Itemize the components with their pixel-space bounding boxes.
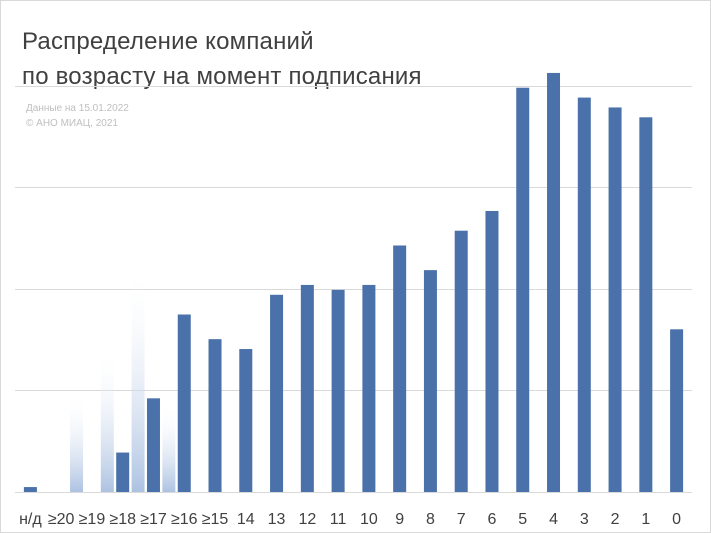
x-tick-label-14: 8 <box>426 511 435 528</box>
x-tick-label-9: 13 <box>268 511 286 528</box>
bar-9 <box>270 294 284 492</box>
x-tick-label-17: 5 <box>518 511 527 528</box>
bar-6 <box>177 314 191 492</box>
x-tick-label-8: 14 <box>237 511 255 528</box>
ghost-bar-4 <box>162 403 176 492</box>
x-tick-label-21: 1 <box>641 511 650 528</box>
bar-22 <box>670 329 684 492</box>
x-tick-label-7: ≥15 <box>202 511 229 528</box>
ghost-bar-3 <box>131 265 145 492</box>
x-tick-label-18: 4 <box>549 511 558 528</box>
x-tick-label-20: 2 <box>611 511 620 528</box>
x-tick-label-13: 9 <box>395 511 404 528</box>
x-tick-label-6: ≥16 <box>171 511 198 528</box>
ghost-bars <box>70 265 176 492</box>
bar-16 <box>485 210 499 492</box>
bar-20 <box>608 107 622 492</box>
bar-8 <box>239 349 253 492</box>
source-note-date: Данные на 15.01.2022 <box>26 103 129 114</box>
bar-17 <box>516 87 530 492</box>
x-tick-label-15: 7 <box>457 511 466 528</box>
x-tick-label-4: ≥18 <box>109 511 136 528</box>
x-tick-label-2: ≥20 <box>48 511 75 528</box>
x-tick-label-22: 0 <box>672 511 681 528</box>
x-tick-label-12: 10 <box>360 511 378 528</box>
x-tick-label-16: 6 <box>488 511 497 528</box>
x-tick-labels: н/д ≥20 ≥19 ≥18 ≥17 ≥16 ≥15 14 13 12 11 10 9 8 7 6 5 4 3 2 1… <box>19 511 681 528</box>
bar-1 <box>23 487 37 492</box>
bar-15 <box>454 230 468 492</box>
x-tick-label-10: 12 <box>298 511 316 528</box>
ghost-bar-1 <box>70 393 84 492</box>
bar-14 <box>423 270 437 492</box>
ghost-bar-2 <box>100 349 114 492</box>
x-tick-label-11: 11 <box>330 511 347 528</box>
bar-4 <box>116 452 130 492</box>
x-tick-label-1: н/д <box>19 511 42 528</box>
bar-11 <box>331 289 345 492</box>
bar-5 <box>146 398 160 492</box>
source-note: Данные на 15.01.2022 © АНО МИАЦ, 2021 <box>26 101 129 131</box>
x-tick-label-5: ≥17 <box>140 511 167 528</box>
bars <box>23 72 684 493</box>
bar-12 <box>362 284 376 492</box>
bar-13 <box>393 245 407 492</box>
chart-title: Распределение компаний по возрасту на мо… <box>22 24 422 94</box>
bar-7 <box>208 339 222 492</box>
x-tick-label-19: 3 <box>580 511 589 528</box>
bar-10 <box>300 284 314 492</box>
bar-19 <box>577 97 591 493</box>
bar-18 <box>547 72 561 492</box>
x-tick-label-3: ≥19 <box>79 511 106 528</box>
bar-21 <box>639 117 653 493</box>
chart-title-line-1: Распределение компаний <box>22 28 314 55</box>
source-note-copyright: © АНО МИАЦ, 2021 <box>26 118 118 129</box>
chart-title-line-2: по возрасту на момент подписания <box>22 63 422 90</box>
